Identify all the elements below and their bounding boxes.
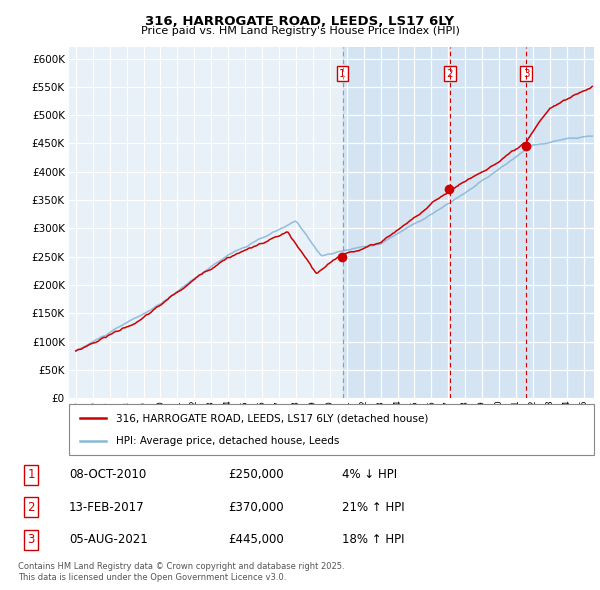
Text: 3: 3 (28, 533, 35, 546)
FancyBboxPatch shape (69, 404, 594, 455)
Text: 18% ↑ HPI: 18% ↑ HPI (342, 533, 404, 546)
Text: 316, HARROGATE ROAD, LEEDS, LS17 6LY (detached house): 316, HARROGATE ROAD, LEEDS, LS17 6LY (de… (116, 413, 428, 423)
Text: Price paid vs. HM Land Registry's House Price Index (HPI): Price paid vs. HM Land Registry's House … (140, 26, 460, 36)
Text: 4% ↓ HPI: 4% ↓ HPI (342, 468, 397, 481)
Bar (343, 47, 594, 398)
Text: HPI: Average price, detached house, Leeds: HPI: Average price, detached house, Leed… (116, 436, 340, 446)
Text: £445,000: £445,000 (228, 533, 284, 546)
Text: 2: 2 (446, 68, 453, 78)
Text: 3: 3 (523, 68, 529, 78)
Text: 21% ↑ HPI: 21% ↑ HPI (342, 501, 404, 514)
Text: 08-OCT-2010: 08-OCT-2010 (69, 468, 146, 481)
Text: 1: 1 (28, 468, 35, 481)
Text: 05-AUG-2021: 05-AUG-2021 (69, 533, 148, 546)
Text: 316, HARROGATE ROAD, LEEDS, LS17 6LY: 316, HARROGATE ROAD, LEEDS, LS17 6LY (145, 15, 455, 28)
Text: 1: 1 (339, 68, 346, 78)
Text: £370,000: £370,000 (228, 501, 284, 514)
Text: 13-FEB-2017: 13-FEB-2017 (69, 501, 145, 514)
Text: £250,000: £250,000 (228, 468, 284, 481)
Text: Contains HM Land Registry data © Crown copyright and database right 2025.
This d: Contains HM Land Registry data © Crown c… (18, 562, 344, 582)
Text: 2: 2 (28, 501, 35, 514)
